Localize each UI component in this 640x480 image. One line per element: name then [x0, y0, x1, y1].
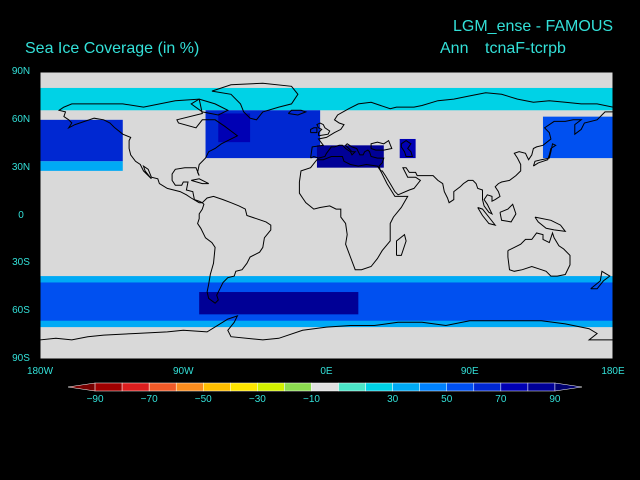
lat-label: 30N	[11, 161, 31, 173]
lat-label: 60S	[12, 305, 30, 317]
coastline-iceland	[287, 109, 308, 116]
coastline-ireland	[310, 127, 318, 134]
colorbar	[67, 382, 583, 392]
lat-label: 60N	[11, 113, 31, 125]
colorbar-bin	[473, 382, 502, 392]
colorbar-bin	[175, 382, 204, 392]
map-panel	[39, 71, 614, 360]
colorbar-bin	[554, 382, 583, 392]
field-region-north-pacific-west	[40, 119, 123, 162]
colorbar-bin	[500, 382, 529, 392]
colorbar-bin	[257, 382, 285, 392]
coastline-borneo	[499, 203, 517, 223]
colorbar-bin	[392, 382, 420, 392]
coastline-new-guinea	[534, 216, 567, 233]
coastlines	[39, 82, 614, 350]
field-region-arctic-ring	[40, 87, 613, 111]
coastline-north-america	[57, 98, 239, 204]
lon-label: 180E	[601, 366, 625, 377]
colorbar-bin	[446, 382, 475, 392]
period-label: Ann	[440, 40, 469, 57]
lon-label: 180W	[26, 366, 54, 377]
figure-subtitle: Sea Ice Coverage (in %)	[25, 40, 200, 57]
colorbar-label: −90	[86, 394, 104, 405]
coastline-black-sea	[370, 139, 393, 151]
colorbar-bin	[527, 382, 556, 392]
coastline-madagascar	[396, 233, 407, 256]
coastline-africa	[298, 156, 409, 271]
coastline-antarctica	[39, 315, 614, 350]
colorbar-bin	[121, 382, 150, 392]
lat-label: 90N	[11, 66, 31, 77]
lon-label: 0E	[320, 366, 333, 377]
colorbar-bin	[419, 382, 447, 392]
coastline-baffin	[190, 98, 229, 116]
coastline-australia	[507, 231, 571, 277]
sea-ice-field	[40, 87, 613, 328]
colorbar-label: 30	[387, 394, 399, 405]
field-region-okhotsk	[542, 116, 613, 159]
lon-label: 90W	[172, 366, 194, 377]
colorbar-label: 50	[441, 394, 453, 405]
colorbar-label: −70	[140, 394, 158, 405]
field-region-north-pacific-edge	[40, 161, 123, 171]
colorbar-bin	[203, 382, 231, 392]
colorbar-label: 90	[549, 394, 561, 405]
field-region-drake-weddell	[199, 292, 359, 315]
colorbar-bin	[94, 382, 123, 392]
coastline-south-america	[197, 195, 272, 304]
coastline-new-zealand	[590, 270, 611, 290]
lat-label: 0	[18, 209, 24, 221]
colorbar-bin	[338, 382, 366, 392]
coastline-greenland	[211, 82, 299, 121]
colorbar-bin	[311, 382, 339, 392]
coastline-great-britain	[316, 122, 331, 137]
colorbar-label: −50	[194, 394, 212, 405]
figure-title: LGM_ense - FAMOUS	[453, 18, 614, 35]
colorbar-label: −10	[302, 394, 320, 405]
coastline-japan	[532, 143, 557, 167]
coastline-cuba	[191, 178, 209, 185]
colorbar-label: −30	[248, 394, 266, 405]
lon-label: 90E	[460, 366, 479, 377]
colorbar-bin	[148, 382, 177, 392]
lat-label: 90S	[12, 353, 30, 364]
coastline-sumatra	[477, 207, 497, 226]
colorbar-bin	[365, 382, 393, 392]
colorbar-bin	[230, 382, 258, 392]
colorbar-label: 70	[495, 394, 507, 405]
difference-label: tcnaF-tcrpb	[485, 40, 566, 57]
coastline-caspian-sea	[400, 139, 414, 157]
lat-label: 30S	[12, 257, 30, 269]
colorbar-bin	[284, 382, 312, 392]
colorbar-bin	[67, 382, 96, 392]
coastline-eurasia	[310, 92, 614, 216]
map-frame	[39, 71, 614, 360]
